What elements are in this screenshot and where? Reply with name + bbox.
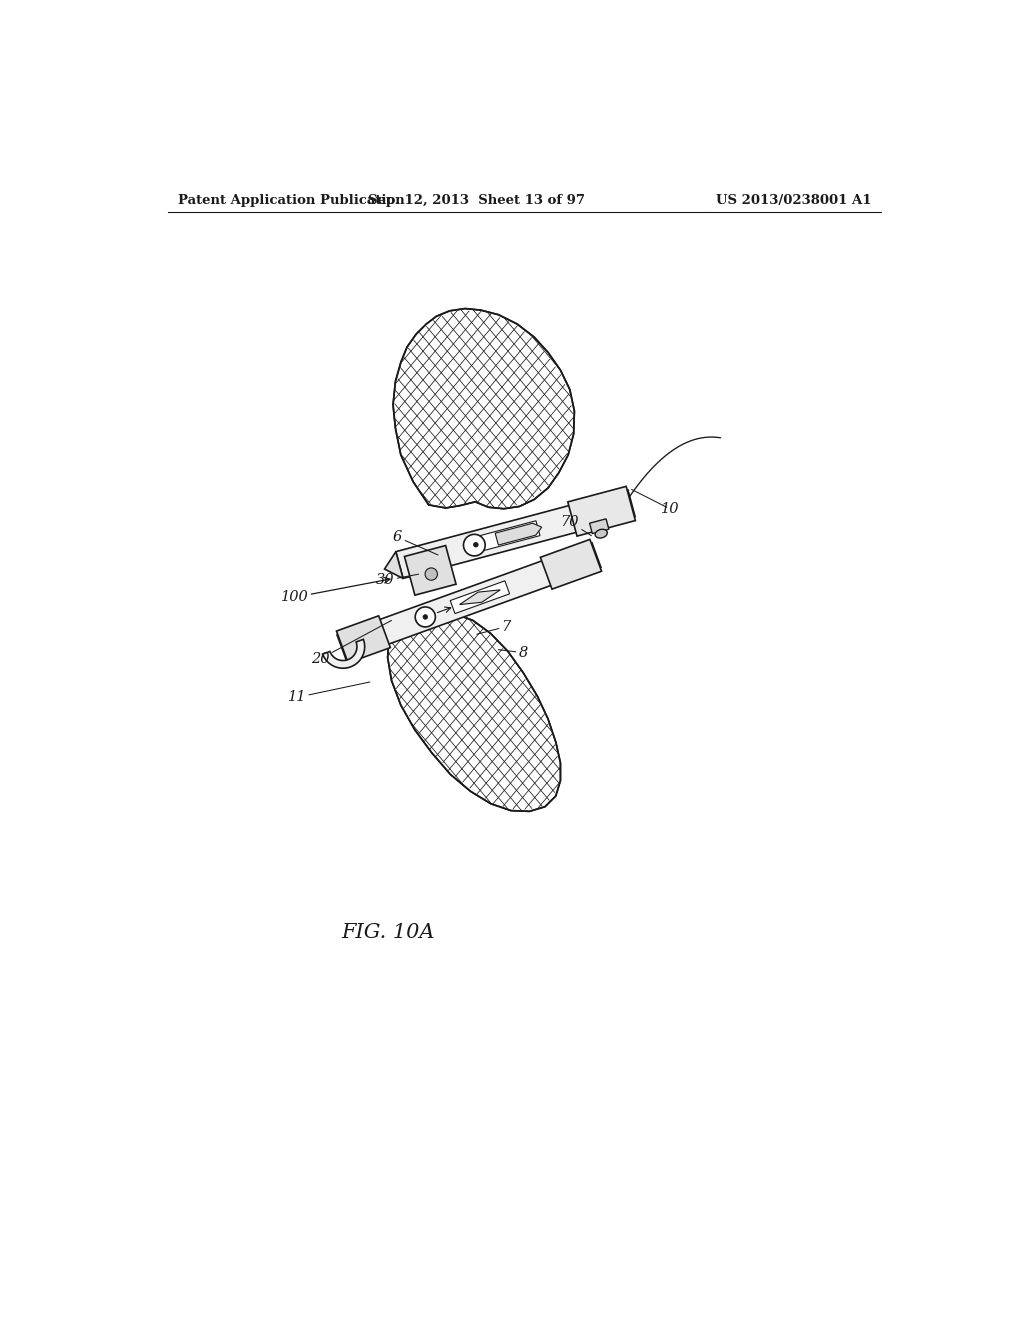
Circle shape [425, 568, 437, 581]
Polygon shape [541, 540, 601, 589]
Text: Patent Application Publication: Patent Application Publication [178, 194, 406, 207]
Text: 20: 20 [311, 620, 391, 665]
Text: FIG. 10A: FIG. 10A [341, 923, 434, 941]
Text: 100: 100 [281, 577, 390, 605]
Circle shape [423, 615, 428, 619]
Polygon shape [388, 611, 560, 812]
Polygon shape [393, 309, 574, 508]
Text: 10: 10 [662, 502, 680, 516]
Text: 7: 7 [477, 619, 511, 635]
Text: 30: 30 [376, 573, 419, 587]
Polygon shape [590, 519, 609, 533]
Polygon shape [451, 581, 510, 614]
Polygon shape [323, 639, 365, 668]
Polygon shape [337, 543, 601, 660]
Circle shape [464, 535, 485, 556]
Circle shape [473, 543, 478, 546]
Polygon shape [460, 590, 501, 605]
Polygon shape [496, 523, 542, 545]
Ellipse shape [595, 529, 607, 539]
Text: 6: 6 [393, 531, 438, 554]
Polygon shape [567, 486, 636, 536]
Polygon shape [404, 545, 456, 595]
Text: Sep. 12, 2013  Sheet 13 of 97: Sep. 12, 2013 Sheet 13 of 97 [369, 194, 586, 207]
Text: US 2013/0238001 A1: US 2013/0238001 A1 [717, 194, 872, 207]
Text: 70: 70 [560, 515, 592, 536]
Polygon shape [384, 552, 403, 578]
Polygon shape [396, 490, 635, 578]
Polygon shape [337, 616, 390, 663]
Text: 11: 11 [288, 682, 370, 705]
Circle shape [415, 607, 435, 627]
Text: 8: 8 [499, 645, 528, 660]
Polygon shape [476, 521, 540, 552]
